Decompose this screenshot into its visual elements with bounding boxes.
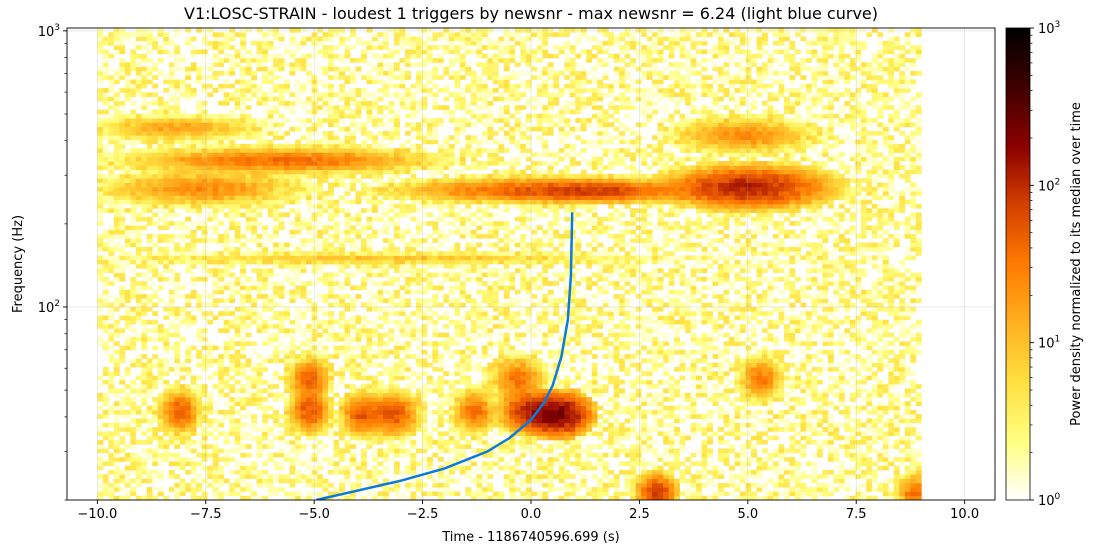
x-tick-label: 2.5 bbox=[629, 507, 650, 522]
x-axis: −10.0 −7.5 −5.0 −2.5 0.0 2.5 5.0 7.5 10.0 bbox=[77, 500, 979, 522]
x-tick-label: 10.0 bbox=[950, 507, 979, 522]
x-tick-label: 5.0 bbox=[737, 507, 758, 522]
trigger-track-layer bbox=[316, 212, 574, 500]
y-axis: 102 103 bbox=[38, 23, 67, 501]
x-axis-label: Time - 1186740596.699 (s) bbox=[441, 530, 619, 545]
grid bbox=[67, 28, 995, 500]
cbar-tick-label: 100 bbox=[1038, 492, 1061, 509]
y-axis-label: Frequency (Hz) bbox=[11, 215, 26, 313]
cbar-tick-label: 102 bbox=[1038, 177, 1060, 194]
y-tick-label: 103 bbox=[38, 23, 60, 40]
colorbar-axis: 100 101 102 103 bbox=[1030, 20, 1061, 509]
colorbar bbox=[1005, 27, 1031, 501]
chart-title: V1:LOSC-STRAIN - loudest 1 triggers by n… bbox=[184, 4, 878, 23]
x-tick-label: −2.5 bbox=[407, 507, 439, 522]
cbar-tick-label: 101 bbox=[1038, 335, 1060, 352]
x-tick-label: −10.0 bbox=[77, 507, 117, 522]
x-tick-label: 0.0 bbox=[521, 507, 542, 522]
y-tick-label: 102 bbox=[38, 299, 60, 316]
trigger-track-curve bbox=[316, 212, 574, 500]
heatmap bbox=[97, 28, 922, 500]
x-tick-label: −5.0 bbox=[298, 507, 330, 522]
cbar-tick-label: 103 bbox=[1038, 20, 1060, 37]
x-tick-label: −7.5 bbox=[190, 507, 222, 522]
colorbar-label: Power density normalized to its median o… bbox=[1069, 102, 1084, 426]
x-tick-label: 7.5 bbox=[846, 507, 867, 522]
